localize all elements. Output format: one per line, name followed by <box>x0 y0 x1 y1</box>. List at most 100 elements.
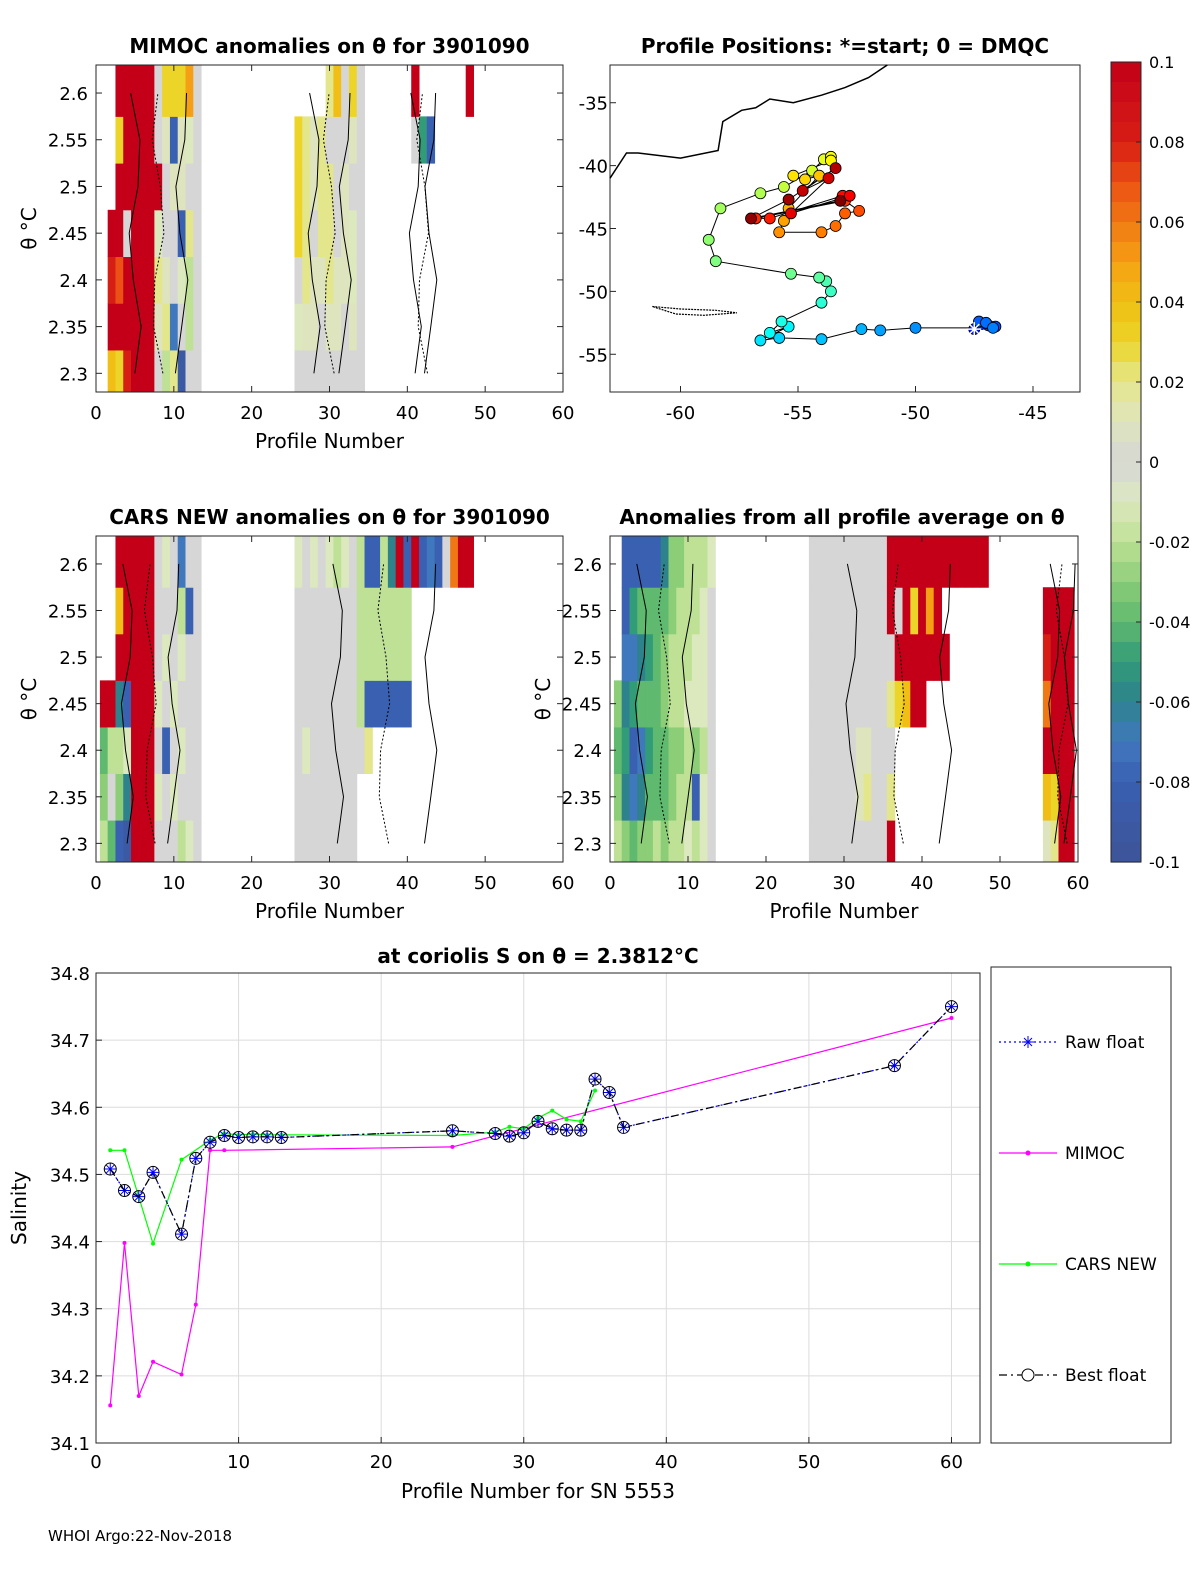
heatmap-cell <box>816 820 825 862</box>
heatmap-cell <box>162 587 171 635</box>
colorbar-swatch <box>1111 362 1141 383</box>
heatmap-cell <box>395 536 404 588</box>
x-tick-label: 20 <box>370 1452 393 1473</box>
contour-line <box>408 92 422 374</box>
heatmap-cell <box>645 587 654 635</box>
heatmap-cell <box>707 536 716 588</box>
y-tick-label: 2.55 <box>48 602 88 623</box>
heatmap-cell <box>808 587 818 635</box>
heatmap-cell <box>131 726 140 775</box>
data-point <box>944 1000 958 1014</box>
heatmap-cell <box>310 116 319 164</box>
data-point <box>602 1086 616 1100</box>
heatmap-cell <box>115 163 124 211</box>
heatmap-cell <box>146 256 155 304</box>
heatmap-cell <box>949 536 958 588</box>
heatmap-cell <box>138 303 148 351</box>
profile-marker <box>829 162 842 175</box>
legend-marker <box>1025 1150 1031 1156</box>
heatmap-cell <box>894 633 903 681</box>
heatmap-cell <box>840 820 849 862</box>
heatmap-cell <box>808 633 818 681</box>
heatmap-cell <box>356 209 366 258</box>
profile-marker <box>773 226 786 239</box>
heatmap-cell <box>185 587 194 635</box>
x-axis-label: Profile Number <box>770 899 920 923</box>
heatmap-cell <box>123 65 132 117</box>
heatmap-cell <box>169 256 179 304</box>
heatmap-cell <box>302 303 311 351</box>
heatmap-cell <box>621 726 630 775</box>
y-tick-label: 34.5 <box>50 1165 90 1186</box>
heatmap-cell <box>816 587 825 635</box>
heatmap-cell <box>676 633 685 681</box>
colorbar-swatch <box>1111 222 1141 243</box>
heatmap-cell <box>855 820 864 862</box>
x-tick-label: 60 <box>552 403 575 424</box>
heatmap-cell <box>115 303 124 351</box>
heatmap-cell <box>980 536 989 588</box>
y-tick-label: 2.35 <box>562 788 602 809</box>
y-tick-label: -35 <box>579 94 608 115</box>
heatmap-cell <box>146 65 155 117</box>
heatmap-cell <box>855 680 864 728</box>
heatmap-cell <box>684 633 693 681</box>
heatmap-cell <box>325 116 334 164</box>
heatmap-cell <box>302 820 311 862</box>
heatmap-cell <box>621 773 630 821</box>
heatmap-cells <box>613 536 1075 862</box>
heatmap-cell <box>1058 820 1067 862</box>
profile-marker <box>874 324 887 337</box>
data-point <box>503 1130 516 1143</box>
heatmap-cell <box>317 116 327 164</box>
heatmap-cell <box>403 536 412 588</box>
heatmap-cell <box>668 773 677 821</box>
heatmap-cell <box>177 116 187 164</box>
data-point <box>146 1165 160 1179</box>
legend-marker <box>1021 1368 1035 1382</box>
colorbar-tick-label: 0 <box>1149 453 1159 472</box>
colorbar-swatch <box>1111 142 1141 163</box>
profile-marker <box>763 212 776 225</box>
heatmap-cell <box>177 820 187 862</box>
heatmap-cell <box>99 726 109 775</box>
heatmap-cell <box>294 209 303 258</box>
heatmap-cell <box>691 773 701 821</box>
heatmap-cell <box>699 536 708 588</box>
heatmap-cell <box>879 820 888 862</box>
heatmap-cell <box>1066 680 1075 728</box>
y-tick-label: -45 <box>579 220 608 241</box>
heatmap-cell <box>325 726 334 775</box>
heatmap-cell <box>816 680 825 728</box>
heatmap-cell <box>1058 633 1067 681</box>
heatmap-cell <box>310 587 319 635</box>
heatmap-cell <box>395 680 404 728</box>
heatmap-cell <box>871 726 880 775</box>
contour-line <box>424 92 438 374</box>
heatmap-cell <box>185 349 194 392</box>
heatmap-cell <box>325 65 334 117</box>
heatmap-cell <box>310 303 319 351</box>
heatmap-cell <box>918 633 927 681</box>
heatmap-cell <box>660 726 669 775</box>
heatmap-cell <box>387 633 397 681</box>
heatmap-cell <box>356 65 366 117</box>
heatmap-cell <box>645 633 654 681</box>
profile-marker <box>778 181 790 193</box>
heatmap-cell <box>707 773 716 821</box>
heatmap-cell <box>317 303 327 351</box>
y-tick-label: 2.35 <box>48 318 88 339</box>
heatmap-cell <box>356 116 366 164</box>
heatmap-cell <box>676 820 685 862</box>
colorbar-swatch <box>1111 322 1141 343</box>
heatmap-cell <box>699 587 708 635</box>
heatmap-cell <box>910 587 919 635</box>
x-tick-label: 0 <box>90 403 101 424</box>
heatmap-cell <box>902 587 911 635</box>
heatmap-cell <box>840 726 849 775</box>
heatmap-cell <box>348 209 358 258</box>
heatmap-cell <box>434 536 443 588</box>
data-point <box>203 1135 217 1149</box>
heatmap-cell <box>1058 587 1067 635</box>
heatmap-cell <box>123 209 132 258</box>
